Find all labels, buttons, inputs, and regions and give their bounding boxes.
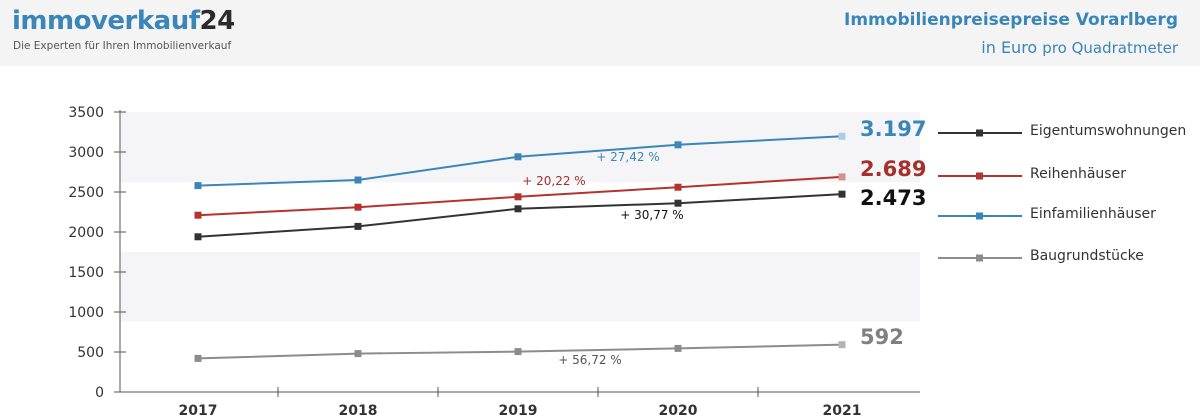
growth-label: + 27,42 % [596, 150, 659, 164]
data-point [838, 190, 846, 198]
legend-label: Eigentumswohnungen [1030, 123, 1186, 139]
y-tick-label: 2000 [68, 225, 104, 241]
x-tick-label: 2018 [339, 403, 378, 419]
brand-name: immoverkauf [12, 6, 200, 36]
y-tick-label: 3000 [68, 145, 104, 161]
data-point [674, 141, 682, 149]
end-value-label: 3.197 [860, 117, 926, 141]
data-point [354, 176, 362, 184]
y-tick-label: 3500 [68, 105, 104, 121]
legend-marker [976, 129, 983, 137]
data-point [514, 348, 522, 356]
y-tick-label: 0 [95, 385, 104, 401]
data-point [194, 182, 202, 190]
x-tick-label: 2021 [823, 403, 862, 419]
series-line [197, 193, 843, 238]
y-tick-label: 2500 [68, 185, 104, 201]
plot-band [120, 252, 920, 322]
brand-logo: immoverkauf24 [12, 6, 235, 36]
data-point [354, 222, 362, 230]
growth-label: + 30,77 % [620, 208, 683, 222]
x-tick-label: 2017 [179, 403, 218, 419]
legend-label: Baugrundstücke [1030, 248, 1144, 264]
data-point [838, 132, 846, 140]
data-point [354, 350, 362, 358]
data-point [194, 211, 202, 219]
data-point [354, 203, 362, 211]
legend-marker [976, 254, 983, 262]
brand-tagline: Die Experten für Ihren Immobilienverkauf [13, 40, 232, 52]
subtitle-measure: pro Quadratmeter [1042, 39, 1178, 57]
end-value-label: 2.473 [860, 186, 926, 210]
x-tick-label: 2019 [499, 403, 538, 419]
chart-subtitle: in Euro pro Quadratmeter [981, 38, 1178, 57]
growth-label: + 56,72 % [558, 353, 621, 367]
data-point [514, 205, 522, 213]
data-point [674, 344, 682, 352]
legend-label: Einfamilienhäuser [1030, 206, 1156, 222]
end-value-label: 592 [860, 325, 904, 349]
subtitle-unit: in Euro [981, 38, 1038, 57]
data-point [838, 173, 846, 181]
header-bar: immoverkauf24 Die Experten für Ihren Imm… [0, 0, 1200, 66]
data-point [514, 153, 522, 161]
legend-marker [976, 212, 983, 220]
plot-band [120, 112, 920, 183]
legend-label: Reihenhäuser [1030, 166, 1126, 182]
x-tick-label: 2020 [659, 403, 698, 419]
brand-number: 24 [199, 6, 236, 36]
data-point [194, 354, 202, 362]
chart-title: Immobilienpreisepreise Vorarlberg [844, 10, 1178, 30]
y-tick-label: 1000 [68, 305, 104, 321]
data-point [674, 183, 682, 191]
end-value-label: 2.689 [860, 157, 926, 181]
growth-label: + 20,22 % [522, 174, 585, 188]
data-point [194, 233, 202, 241]
data-point [838, 341, 846, 349]
data-point [514, 193, 522, 201]
y-tick-label: 1500 [68, 265, 104, 281]
y-tick-label: 500 [77, 345, 104, 361]
data-point [674, 199, 682, 207]
legend-marker [976, 172, 983, 180]
